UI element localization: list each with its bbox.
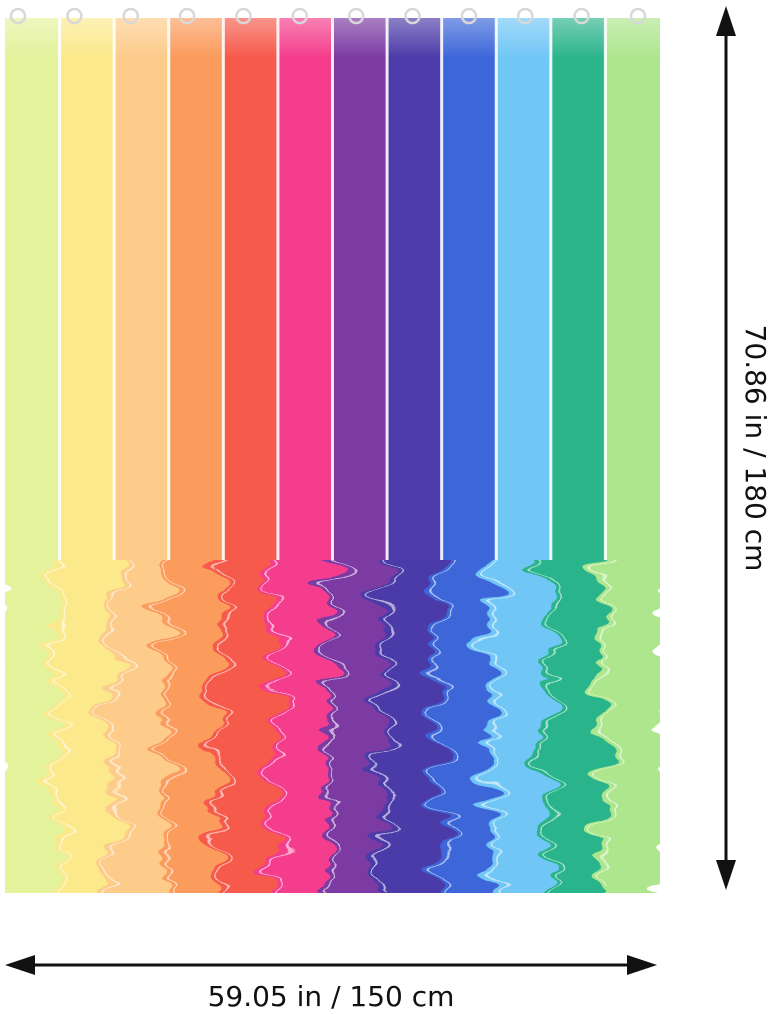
stripe <box>496 18 552 578</box>
hook <box>122 7 139 25</box>
stripe <box>387 18 443 578</box>
gap-reflection <box>331 560 334 893</box>
hook <box>178 7 196 25</box>
sheen <box>5 18 660 58</box>
stripe <box>168 18 224 578</box>
gap-reflection <box>604 560 607 893</box>
stripe-reflection <box>599 560 660 893</box>
gap-reflection <box>276 560 279 893</box>
gap-reflection <box>113 560 116 893</box>
gap-reflection <box>440 560 443 893</box>
hook <box>517 7 534 25</box>
stripe-gap <box>603 18 607 563</box>
gap-reflection <box>222 560 225 893</box>
gap-reflection <box>167 560 170 893</box>
stripe-gap <box>276 18 280 563</box>
stripes <box>5 18 660 578</box>
height-arrow <box>716 6 736 890</box>
stripe <box>441 18 497 578</box>
gap-reflection <box>58 560 61 893</box>
stripe <box>605 18 660 578</box>
hook <box>291 7 309 25</box>
hooks <box>9 7 647 25</box>
hook <box>573 7 590 25</box>
stripe <box>332 18 388 578</box>
stripe-gap <box>385 18 389 563</box>
gap-reflection <box>386 560 389 893</box>
stripe <box>5 18 61 578</box>
gap-reflection <box>549 560 552 893</box>
hook <box>66 7 83 25</box>
shower-curtain <box>5 18 660 893</box>
hook <box>235 7 252 25</box>
height-label: 70.86 in / 180 cm <box>739 325 769 572</box>
hook <box>404 7 421 25</box>
hook <box>347 7 365 25</box>
stripe-gap <box>112 18 116 563</box>
hook <box>9 7 27 25</box>
stripe-gap <box>167 18 171 563</box>
stripe <box>114 18 170 578</box>
stripe <box>223 18 279 578</box>
stripe-gap <box>331 18 334 563</box>
gap-reflection <box>495 560 498 893</box>
stripe-gap <box>58 18 62 563</box>
width-label: 59.05 in / 150 cm <box>208 980 455 1013</box>
reflection <box>5 560 660 893</box>
stripe-gap <box>440 18 444 563</box>
stripe <box>550 18 606 578</box>
stripe <box>277 18 333 578</box>
stripe-gap <box>549 18 553 563</box>
hook <box>629 7 647 25</box>
stripe-gap <box>494 18 498 563</box>
stripe-gap <box>221 18 225 563</box>
hook <box>460 7 478 25</box>
stripe <box>59 18 115 578</box>
width-arrow <box>5 955 657 975</box>
